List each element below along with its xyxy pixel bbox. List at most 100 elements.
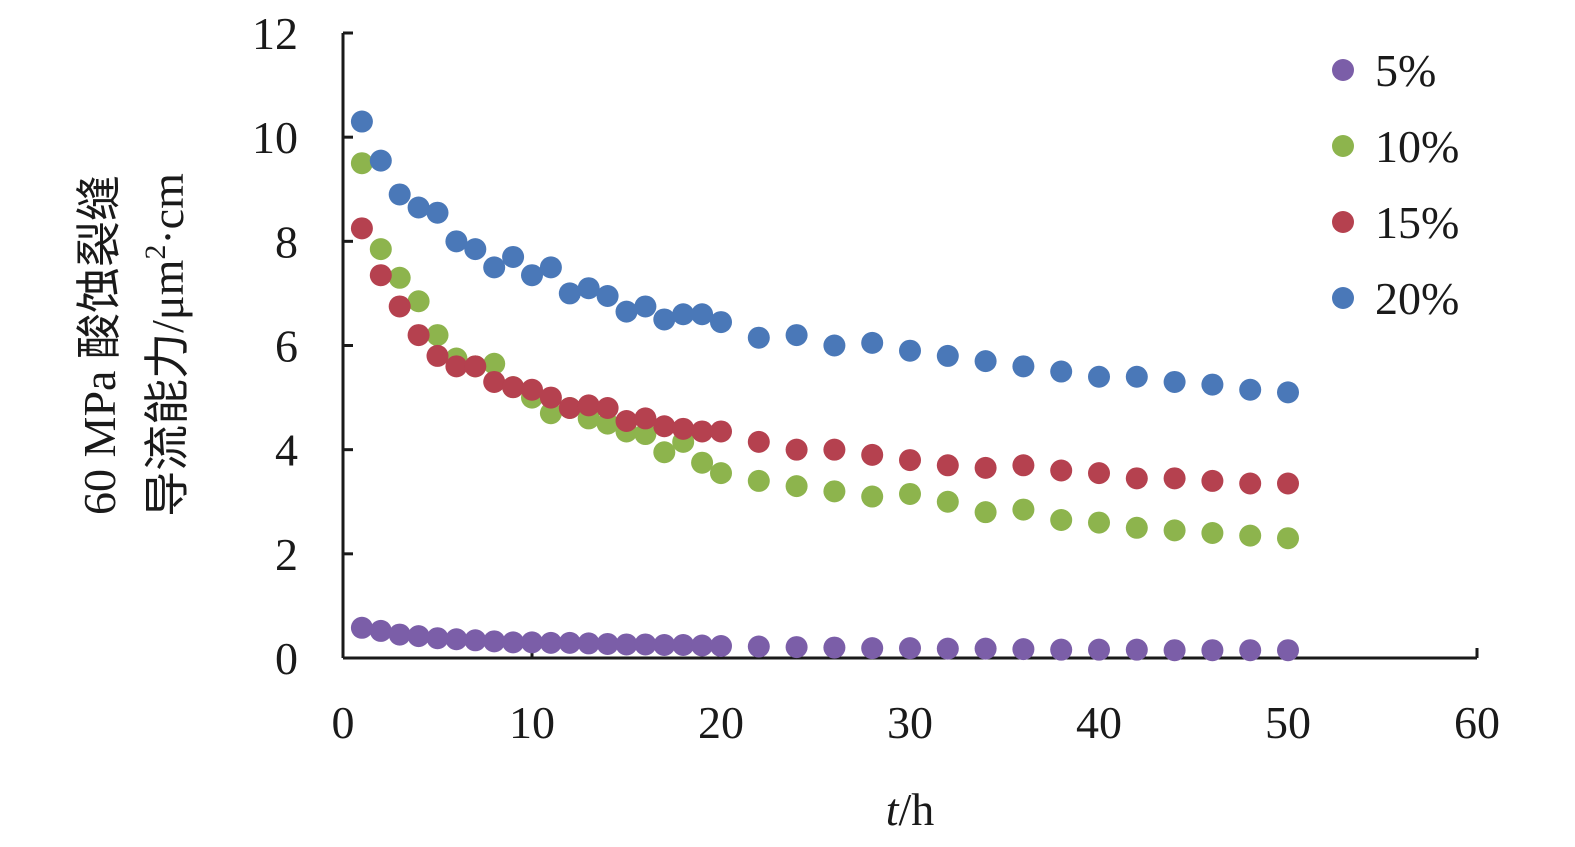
- data-point: [861, 637, 884, 660]
- series-15-percent: [350, 217, 1299, 495]
- data-point: [369, 238, 392, 261]
- data-point: [350, 152, 373, 175]
- data-point: [899, 449, 921, 472]
- data-point: [426, 627, 449, 650]
- data-point: [483, 352, 506, 375]
- data-point: [1125, 516, 1148, 539]
- data-point: [539, 386, 562, 409]
- y-axis-title-superscript: 2: [139, 245, 172, 260]
- legend-item: 15%: [1332, 197, 1459, 248]
- data-point: [823, 334, 846, 357]
- series-20-percent: [350, 110, 1299, 404]
- x-axis-title: t/h: [886, 784, 935, 835]
- data-point: [502, 245, 525, 268]
- data-point: [407, 290, 430, 313]
- legend-marker: [1332, 287, 1354, 309]
- x-tick-label: 10: [509, 697, 555, 748]
- data-point: [350, 616, 373, 639]
- data-point: [672, 303, 695, 326]
- y-tick-label: 6: [275, 321, 298, 372]
- data-point: [464, 238, 487, 261]
- data-point: [710, 420, 732, 443]
- data-point: [634, 423, 657, 446]
- data-point: [483, 630, 506, 653]
- data-point: [407, 196, 430, 219]
- data-point: [1201, 522, 1224, 544]
- y-tick-label: 4: [275, 425, 298, 476]
- data-point: [615, 410, 638, 433]
- data-point: [502, 631, 525, 654]
- data-point: [1050, 638, 1073, 661]
- data-point: [1163, 467, 1186, 490]
- data-point: [1239, 639, 1262, 662]
- data-point: [596, 632, 619, 655]
- data-point: [1201, 469, 1224, 492]
- series-10-percent: [350, 152, 1299, 550]
- data-point: [785, 636, 808, 659]
- data-point: [1277, 381, 1299, 404]
- data-point: [785, 475, 808, 498]
- data-point: [1239, 524, 1262, 547]
- x-axis-title-variable: t: [886, 784, 900, 835]
- data-point: [407, 324, 430, 347]
- x-axis-title-unit: /h: [899, 784, 935, 835]
- data-point: [1050, 360, 1073, 383]
- legend-item: 10%: [1332, 121, 1459, 172]
- data-point: [936, 344, 959, 367]
- data-point: [653, 308, 676, 331]
- legend-item: 20%: [1332, 273, 1459, 324]
- x-tick-label: 40: [1076, 697, 1122, 748]
- data-point: [596, 412, 619, 435]
- data-point: [823, 636, 846, 659]
- data-point: [1125, 638, 1148, 661]
- data-point: [615, 300, 638, 323]
- x-tick-label: 20: [698, 697, 744, 748]
- data-point: [615, 633, 638, 656]
- data-point: [1201, 373, 1224, 396]
- data-point: [974, 456, 997, 479]
- data-point: [861, 331, 884, 354]
- data-point: [823, 438, 846, 461]
- data-point: [785, 324, 808, 347]
- data-point: [502, 376, 525, 399]
- data-point: [483, 370, 506, 393]
- data-point: [691, 303, 714, 326]
- y-tick-label: 8: [275, 216, 298, 267]
- data-point: [426, 344, 449, 367]
- data-point: [445, 355, 468, 378]
- data-point: [1277, 472, 1299, 495]
- data-point: [1012, 498, 1035, 521]
- data-point: [596, 397, 619, 419]
- data-point: [974, 637, 997, 660]
- data-point: [1125, 365, 1148, 388]
- data-point: [577, 632, 600, 655]
- data-point: [747, 469, 770, 492]
- data-point: [634, 633, 657, 656]
- data-point: [823, 480, 846, 503]
- legend-label: 5%: [1375, 45, 1436, 96]
- legend-marker: [1332, 135, 1354, 157]
- data-point: [577, 394, 600, 417]
- y-tick-label: 10: [252, 112, 298, 163]
- data-point: [464, 629, 487, 652]
- data-point: [899, 339, 921, 362]
- data-point: [634, 295, 657, 318]
- data-point: [388, 266, 411, 289]
- data-point: [369, 149, 392, 172]
- y-axis-title-line2-unit: ·cm: [142, 173, 193, 245]
- data-point: [747, 326, 770, 349]
- data-point: [747, 430, 770, 453]
- data-point: [388, 183, 411, 206]
- data-point: [1163, 639, 1186, 662]
- data-point: [672, 417, 695, 440]
- data-point: [710, 635, 732, 658]
- y-axis-title-line2: 导流能力/μm2·cm: [139, 173, 193, 517]
- data-point: [634, 407, 657, 430]
- data-point: [653, 441, 676, 464]
- data-point: [1163, 519, 1186, 542]
- legend-marker: [1332, 59, 1354, 81]
- data-point: [936, 490, 959, 513]
- data-point: [369, 264, 392, 287]
- data-points: [350, 110, 1299, 662]
